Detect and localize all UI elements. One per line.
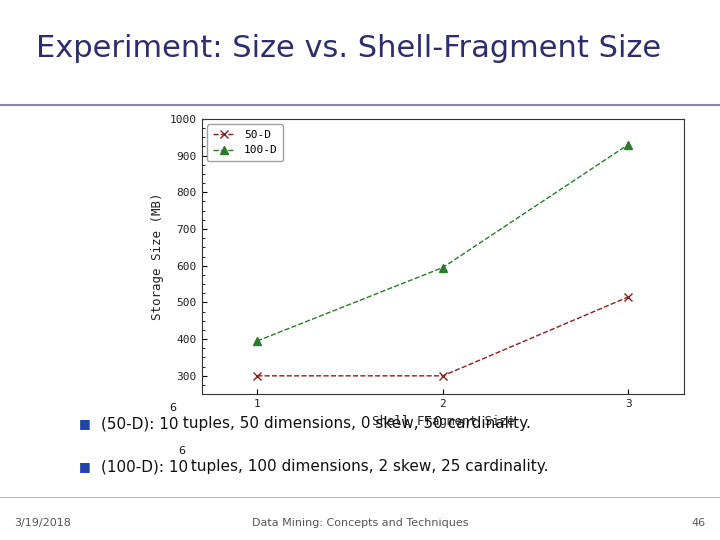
Text: ■: ■ bbox=[79, 417, 91, 430]
Text: 6: 6 bbox=[169, 403, 176, 413]
50-D bbox=[624, 294, 633, 300]
Line: 100-D: 100-D bbox=[253, 140, 632, 345]
Text: 46: 46 bbox=[691, 518, 706, 528]
Legend: 50-D, 100-D: 50-D, 100-D bbox=[207, 124, 283, 161]
Text: (50-D): 10: (50-D): 10 bbox=[101, 416, 179, 431]
Text: tuples, 100 dimensions, 2 skew, 25 cardinality.: tuples, 100 dimensions, 2 skew, 25 cardi… bbox=[186, 460, 549, 475]
50-D bbox=[438, 373, 447, 379]
Text: 3/19/2018: 3/19/2018 bbox=[14, 518, 71, 528]
X-axis label: Shell Fragment Size: Shell Fragment Size bbox=[372, 415, 514, 428]
Text: 6: 6 bbox=[178, 447, 185, 456]
Text: ■: ■ bbox=[79, 461, 91, 474]
Y-axis label: Storage Size (MB): Storage Size (MB) bbox=[151, 193, 164, 320]
Text: tuples, 50 dimensions, 0 skew, 50 cardinality.: tuples, 50 dimensions, 0 skew, 50 cardin… bbox=[178, 416, 531, 431]
50-D bbox=[253, 373, 261, 379]
Text: Experiment: Size vs. Shell-Fragment Size: Experiment: Size vs. Shell-Fragment Size bbox=[36, 34, 661, 63]
Text: (100-D): 10: (100-D): 10 bbox=[101, 460, 188, 475]
100-D bbox=[253, 338, 261, 344]
Text: Data Mining: Concepts and Techniques: Data Mining: Concepts and Techniques bbox=[252, 518, 468, 528]
100-D bbox=[438, 264, 447, 271]
100-D bbox=[624, 141, 633, 148]
Line: 50-D: 50-D bbox=[253, 293, 632, 380]
